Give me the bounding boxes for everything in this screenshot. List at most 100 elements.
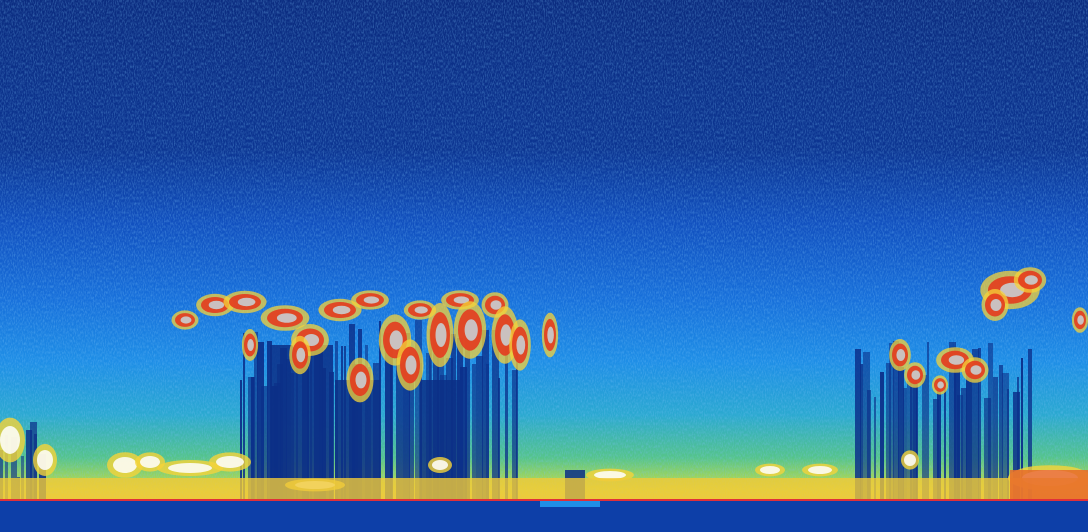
shadow-column — [251, 377, 254, 500]
surface-layer — [0, 470, 1088, 532]
low-cloud-core — [37, 450, 53, 470]
shadow-column — [944, 383, 946, 500]
shadow-column — [472, 364, 476, 500]
shadow-column — [492, 330, 499, 500]
shadow-column — [505, 320, 508, 500]
shadow-column — [267, 341, 272, 500]
shadow-column — [933, 399, 939, 500]
cloud-core — [332, 305, 351, 315]
low-cloud-core — [760, 466, 780, 474]
cloud-core — [937, 381, 944, 389]
surface-line — [0, 499, 1088, 501]
low-cloud-core — [216, 456, 244, 468]
shadow-column — [886, 363, 891, 500]
cloud-core — [516, 335, 526, 355]
low-cloud-core — [808, 466, 832, 474]
shadow-column — [498, 378, 500, 500]
low-cloud-core — [594, 471, 626, 479]
shadow-column — [874, 397, 876, 500]
low-cloud-core — [432, 460, 448, 470]
shadow-column — [907, 381, 912, 500]
shadow-column — [984, 398, 991, 500]
shadow-column — [1017, 377, 1019, 500]
shadow-column — [916, 384, 918, 500]
shadow-column — [39, 454, 46, 500]
cloud-core — [464, 319, 478, 341]
shadow-column — [993, 377, 998, 500]
surface-hotspot — [1010, 470, 1088, 500]
shadow-column — [409, 362, 414, 500]
shadow-column — [465, 329, 470, 500]
shadow-column — [482, 330, 489, 500]
shadow-column — [415, 320, 422, 500]
cloud-core — [180, 316, 192, 324]
boundary-layer-band — [0, 478, 1088, 500]
shadow-column — [978, 348, 981, 500]
cloud-core — [276, 313, 297, 323]
shadow-column — [26, 430, 32, 500]
shadow-column — [254, 332, 258, 500]
shadow-column — [390, 337, 393, 500]
shadow-column — [257, 342, 264, 500]
low-cloud-core — [140, 456, 160, 468]
shadow-column — [1013, 392, 1020, 500]
cloud-core — [547, 326, 554, 344]
shadow-column — [880, 372, 884, 500]
cloud-core — [911, 370, 921, 380]
shadow-column — [903, 388, 907, 500]
shadow-column — [889, 343, 894, 500]
shadow-column — [966, 373, 972, 500]
shadow-column — [922, 375, 927, 500]
cloud-core — [389, 330, 403, 350]
cloud-core — [363, 296, 380, 304]
shadow-column — [396, 351, 403, 500]
shadow-column — [927, 342, 929, 500]
low-cloud-core — [168, 463, 212, 473]
shadow-column — [385, 333, 392, 500]
cloud-core — [1024, 275, 1038, 285]
shadow-column — [0, 450, 3, 500]
shadow-column — [5, 435, 8, 500]
shadow-column — [1021, 358, 1023, 500]
shadow-column — [957, 395, 963, 500]
cloud-core — [405, 355, 417, 375]
shadow-column — [1002, 373, 1009, 500]
shadow-column — [949, 342, 956, 500]
shadow-column — [961, 388, 967, 500]
cloud-core — [948, 355, 965, 365]
low-cloud-core — [113, 457, 137, 473]
cloud-core — [208, 300, 225, 310]
shadow-column — [330, 345, 333, 500]
cloud-core — [414, 306, 428, 314]
cloud-core — [1077, 315, 1084, 325]
shadow-column — [860, 364, 863, 500]
shadow-column — [893, 341, 899, 500]
shadow-column — [403, 333, 410, 500]
cloud-core — [296, 347, 306, 363]
shadow-column — [1028, 349, 1032, 500]
shadow-column — [11, 437, 17, 500]
shadow-column — [972, 349, 979, 500]
cloud-core — [490, 300, 502, 310]
shadow-column — [898, 367, 904, 500]
low-cloud-core — [0, 426, 20, 454]
shadow-column — [999, 365, 1003, 500]
ground-patch — [540, 501, 600, 507]
cloud-core — [500, 324, 512, 346]
cloud-core — [453, 296, 470, 304]
cloud-core — [355, 371, 367, 389]
shadow-column — [243, 333, 245, 500]
shadow-column — [486, 364, 489, 500]
shadow-column — [240, 380, 242, 500]
shadow-column — [261, 386, 268, 500]
shadow-column — [1007, 389, 1009, 500]
shadow-column — [512, 370, 517, 500]
shadow-column — [913, 375, 917, 500]
shadow-column — [937, 385, 941, 500]
shadow-column — [863, 352, 870, 500]
cloud-core — [896, 349, 906, 361]
shadow-column — [867, 390, 871, 500]
cloud-core — [990, 299, 1002, 311]
